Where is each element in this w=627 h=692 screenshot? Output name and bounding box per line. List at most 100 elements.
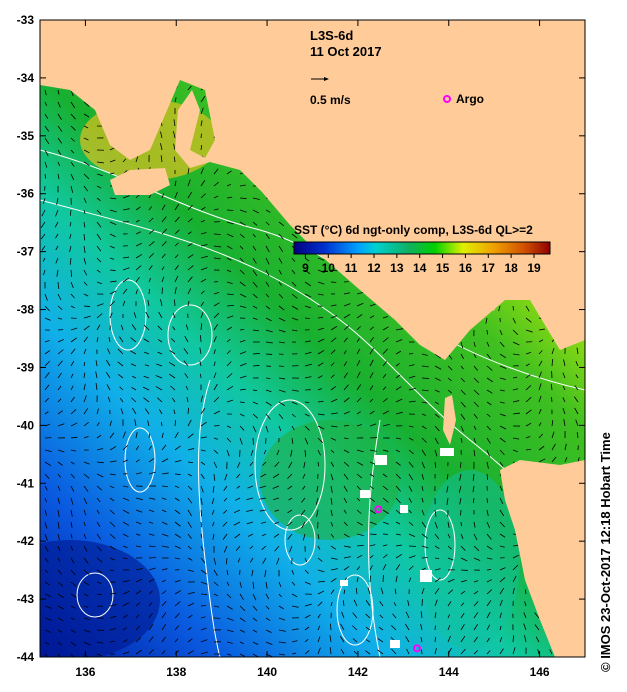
current-vector — [122, 256, 130, 259]
lat-tick-label: -40 — [17, 418, 35, 432]
current-vector — [278, 245, 284, 253]
current-vector — [161, 472, 169, 475]
current-vector — [70, 337, 77, 343]
current-vector — [83, 221, 86, 228]
current-vector — [278, 377, 286, 380]
current-vector — [174, 473, 181, 475]
current-vector — [408, 509, 412, 514]
current-vector — [499, 485, 503, 492]
current-vector — [278, 305, 285, 311]
current-vector — [70, 293, 75, 299]
current-vector — [225, 557, 228, 565]
current-vector — [499, 497, 504, 504]
current-vector — [160, 299, 163, 307]
current-vector — [259, 509, 267, 512]
current-vector — [286, 521, 293, 527]
current-vector — [55, 245, 59, 251]
current-vector — [168, 362, 176, 367]
current-vector — [446, 485, 449, 493]
current-vector — [408, 577, 412, 583]
current-vector — [265, 605, 270, 610]
current-vector — [83, 497, 88, 505]
colorbar-tick-label: 17 — [482, 261, 496, 275]
lat-tick-label: -34 — [17, 71, 35, 85]
current-vector — [304, 293, 312, 298]
current-vector — [472, 497, 475, 504]
current-vector — [44, 101, 48, 106]
current-vector — [434, 612, 437, 619]
current-vector — [538, 433, 543, 439]
current-vector — [356, 497, 361, 502]
current-vector — [315, 497, 319, 505]
current-vector — [109, 485, 115, 489]
current-vector — [330, 315, 338, 319]
current-vector — [291, 389, 299, 392]
current-vector — [70, 533, 73, 539]
current-vector — [57, 317, 63, 320]
mainland — [40, 20, 585, 360]
current-vector — [252, 317, 258, 320]
current-vector — [233, 521, 241, 526]
current-vector — [239, 413, 245, 417]
current-vector — [458, 485, 462, 493]
current-vector — [239, 362, 247, 367]
current-vector — [434, 377, 441, 381]
current-vector — [278, 593, 282, 598]
current-vector — [499, 567, 506, 571]
current-vector — [252, 629, 258, 633]
current-vector — [187, 614, 193, 619]
current-vector — [525, 422, 532, 427]
current-vector — [304, 449, 307, 457]
current-vector — [316, 509, 319, 517]
current-vector — [83, 101, 90, 107]
current-vector — [356, 449, 364, 453]
current-vector — [200, 133, 202, 139]
current-vector — [262, 461, 267, 466]
current-vector — [187, 638, 193, 643]
current-vector — [200, 639, 208, 643]
current-vector — [226, 617, 234, 621]
current-vector — [131, 375, 137, 379]
current-vector — [200, 436, 207, 439]
current-vector — [57, 629, 63, 633]
current-vector — [486, 637, 490, 643]
current-vector — [148, 458, 155, 463]
current-vector — [434, 545, 440, 550]
current-vector — [122, 580, 130, 583]
current-vector — [187, 627, 192, 631]
current-vector — [222, 533, 228, 540]
current-vector — [278, 293, 284, 299]
current-vector — [226, 221, 234, 225]
current-vector — [369, 347, 374, 355]
current-vector — [369, 326, 374, 331]
current-vector — [161, 276, 165, 283]
current-vector — [109, 221, 117, 226]
current-vector — [239, 184, 246, 187]
current-vector — [57, 410, 63, 415]
current-vector — [212, 533, 215, 540]
current-vector — [187, 533, 192, 539]
current-vector — [226, 653, 232, 656]
current-vector — [421, 437, 427, 443]
current-vector — [265, 617, 271, 622]
current-vector — [96, 485, 103, 491]
current-vector — [278, 617, 286, 621]
current-vector — [434, 461, 437, 468]
current-vector — [252, 305, 258, 309]
current-vector — [183, 360, 189, 367]
current-vector — [246, 497, 254, 501]
current-vector — [83, 161, 90, 167]
current-vector — [343, 411, 350, 415]
current-vector — [369, 449, 377, 452]
current-vector — [343, 497, 348, 504]
current-vector — [43, 269, 46, 276]
current-vector — [317, 316, 324, 319]
current-vector — [525, 317, 532, 323]
current-vector — [473, 425, 477, 430]
current-vector — [434, 533, 440, 540]
current-vector — [356, 485, 361, 490]
current-vector — [135, 637, 142, 643]
current-vector — [118, 373, 124, 379]
current-vector — [57, 385, 62, 391]
